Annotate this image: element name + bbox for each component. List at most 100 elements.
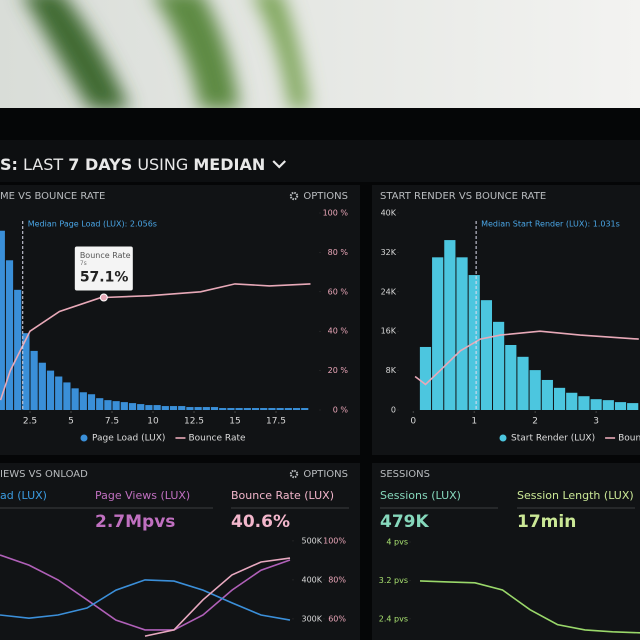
histogram-bar <box>128 403 137 410</box>
line-series <box>144 557 291 637</box>
legend-swatch <box>499 434 507 442</box>
histogram-bar <box>480 300 493 410</box>
histogram-bar <box>456 257 468 410</box>
metric-value: 2.7Mpvs <box>95 512 175 532</box>
histogram-bar <box>268 408 276 410</box>
y-tick-label: 16K <box>381 327 397 336</box>
metric-label: Session Length (LUX) <box>517 489 634 502</box>
x-tick-label: 0 <box>410 417 416 427</box>
histogram-bar <box>30 350 38 410</box>
tooltip-title: Bounce Rate <box>80 251 131 260</box>
histogram-bar <box>219 408 227 410</box>
line-series <box>0 579 291 621</box>
options-icon <box>289 469 299 479</box>
histogram-bar <box>161 406 169 410</box>
histogram-bar <box>145 405 153 410</box>
y-tick-label: 4 pvs <box>386 538 408 547</box>
histogram-bar <box>292 408 301 410</box>
histogram-bar <box>602 400 614 410</box>
legend-swatch <box>80 434 88 442</box>
y-tick-label: 0 <box>391 406 396 415</box>
header-part: USING <box>137 155 188 174</box>
x-tick-label: 15 <box>229 417 240 427</box>
y2-tick-label: 80 % <box>328 248 349 257</box>
histogram-bar <box>104 400 112 410</box>
y-tick-label: 500K <box>301 536 322 545</box>
histogram-bar <box>194 407 202 410</box>
panel: SESSIONS 4 pvs 3.2 pvs 2.4 pvs Sessions (LUX… <box>372 463 640 640</box>
y-tick-label: 300K <box>301 614 322 623</box>
histogram-bar <box>169 406 178 410</box>
histogram-bar <box>251 408 260 410</box>
histogram-bar <box>120 402 128 410</box>
histogram-bar <box>276 408 284 410</box>
histogram-bar <box>566 392 578 410</box>
y-tick-label: 40K <box>381 209 397 218</box>
header-title: S: LAST 7 DAYS USING MEDIAN <box>0 155 265 174</box>
histogram-bar <box>63 382 71 410</box>
histogram-bar <box>79 392 87 410</box>
y2-tick-label: 0 % <box>333 406 349 415</box>
histogram-bar <box>137 404 145 410</box>
options-icon <box>289 191 299 201</box>
histogram-bar <box>227 408 235 410</box>
x-tick-label: 3 <box>593 417 599 427</box>
panel-bg <box>0 463 360 640</box>
x-tick-label: 1 <box>471 417 477 427</box>
histogram-bar <box>614 402 627 410</box>
y2-tick-label: 20 % <box>328 366 349 375</box>
histogram-bar <box>5 260 14 410</box>
histogram-bar <box>243 408 251 410</box>
panel-title: SESSIONS <box>380 469 430 480</box>
histogram-bar <box>627 403 639 410</box>
legend-label: Bounce Rate <box>188 434 246 444</box>
histogram-bar <box>517 356 529 410</box>
histogram-bar <box>578 396 590 410</box>
histogram-bar <box>235 408 243 410</box>
panel: START RENDER VS BOUNCE RATE 40K 32K 24K 16K 8… <box>372 185 640 455</box>
dropdown-chevron[interactable] <box>272 160 286 169</box>
x-tick-label: 2.5 <box>23 417 37 427</box>
histogram-bar <box>112 401 120 410</box>
histogram-bar <box>178 406 186 410</box>
histogram-bar <box>553 387 566 410</box>
histogram-bar <box>153 405 161 410</box>
x-tick-label: 10 <box>147 417 159 427</box>
histogram-bar <box>202 407 210 410</box>
line-series <box>414 330 639 386</box>
options-button[interactable]: OPTIONS <box>303 469 348 480</box>
legend-label: Page Load (LUX) <box>92 434 165 444</box>
y-tick-label: 2.4 pvs <box>379 614 408 623</box>
histogram-bar <box>590 399 602 410</box>
histogram-bar <box>96 398 104 410</box>
options-button[interactable]: OPTIONS <box>303 191 348 202</box>
histogram-bar <box>0 230 5 410</box>
histogram-bar <box>14 289 22 410</box>
tooltip-value: 57.1% <box>80 270 129 286</box>
plot <box>0 554 291 637</box>
header-part: MEDIAN <box>193 155 265 174</box>
y-tick-label: 24K <box>381 287 397 296</box>
metric-value: 479K <box>380 512 429 532</box>
x-tick-label: 7.5 <box>105 417 119 427</box>
metric-value: 40.6% <box>231 512 290 532</box>
y-tick-label: 8K <box>386 366 397 375</box>
histogram-bar <box>71 388 79 410</box>
x-tick-label: 5 <box>68 417 74 427</box>
x-tick-label: 2 <box>532 417 538 427</box>
histogram-bar <box>541 379 553 410</box>
metric-value: 17min <box>517 512 576 532</box>
histogram-bar <box>444 240 456 410</box>
plot <box>414 221 639 410</box>
y-tick-label: 32K <box>381 248 397 257</box>
y-tick-label: 400K <box>301 575 322 584</box>
plant-blur <box>25 0 310 110</box>
histogram-bar <box>260 408 268 410</box>
tooltip-box <box>74 246 133 291</box>
histogram-bar <box>210 407 219 410</box>
panel-title: ME VS BOUNCE RATE <box>0 191 105 202</box>
y2-tick-label: 100 % <box>323 209 349 218</box>
histogram-bar <box>22 333 30 410</box>
